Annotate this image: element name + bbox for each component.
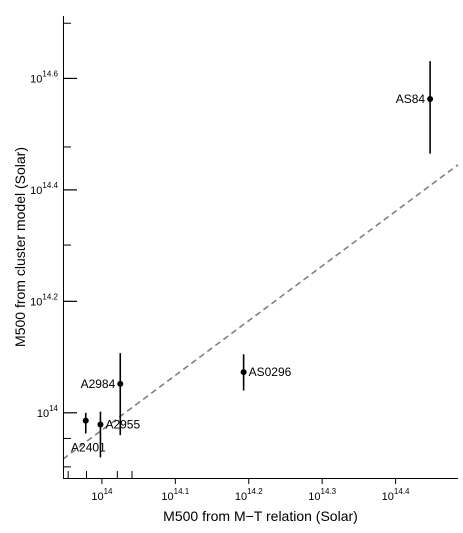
y-axis-title: M500 from cluster model (Solar) bbox=[12, 147, 28, 347]
point-label: AS84 bbox=[396, 92, 426, 106]
y-tick-label: 1014.2 bbox=[30, 292, 58, 308]
x-tick-exponent: 14.3 bbox=[321, 487, 337, 496]
y-tick-label: 1014 bbox=[37, 404, 59, 420]
y-tick-label: 1014.4 bbox=[30, 181, 58, 197]
data-point bbox=[240, 369, 247, 376]
data-point bbox=[97, 421, 104, 428]
point-label: A2984 bbox=[81, 377, 116, 391]
x-tick-label: 1014 bbox=[91, 487, 113, 503]
x-tick-label: 1014.3 bbox=[308, 487, 336, 503]
data-point bbox=[82, 417, 89, 424]
x-tick-exponent: 14.1 bbox=[174, 487, 190, 496]
x-tick-label: 1014.2 bbox=[235, 487, 263, 503]
fit-line bbox=[62, 164, 459, 460]
x-tick-exponent: 14 bbox=[104, 487, 113, 496]
x-tick-exponent: 14.4 bbox=[394, 487, 410, 496]
data-point bbox=[427, 96, 434, 103]
x-tick-exponent: 14.2 bbox=[247, 487, 263, 496]
point-label: A2955 bbox=[105, 417, 140, 431]
y-tick-exponent: 14.4 bbox=[42, 181, 58, 190]
x-axis-title: M500 from M−T relation (Solar) bbox=[163, 508, 358, 524]
x-tick-label: 1014.4 bbox=[382, 487, 410, 503]
y-tick-exponent: 14 bbox=[49, 404, 58, 413]
point-label: AS0296 bbox=[249, 365, 292, 379]
data-point bbox=[117, 380, 124, 387]
y-tick-exponent: 14.6 bbox=[42, 69, 58, 78]
x-tick-label: 1014.1 bbox=[161, 487, 189, 503]
y-tick-label: 1014.6 bbox=[30, 69, 58, 85]
y-tick-exponent: 14.2 bbox=[42, 292, 58, 301]
point-label: A2401 bbox=[71, 441, 106, 455]
